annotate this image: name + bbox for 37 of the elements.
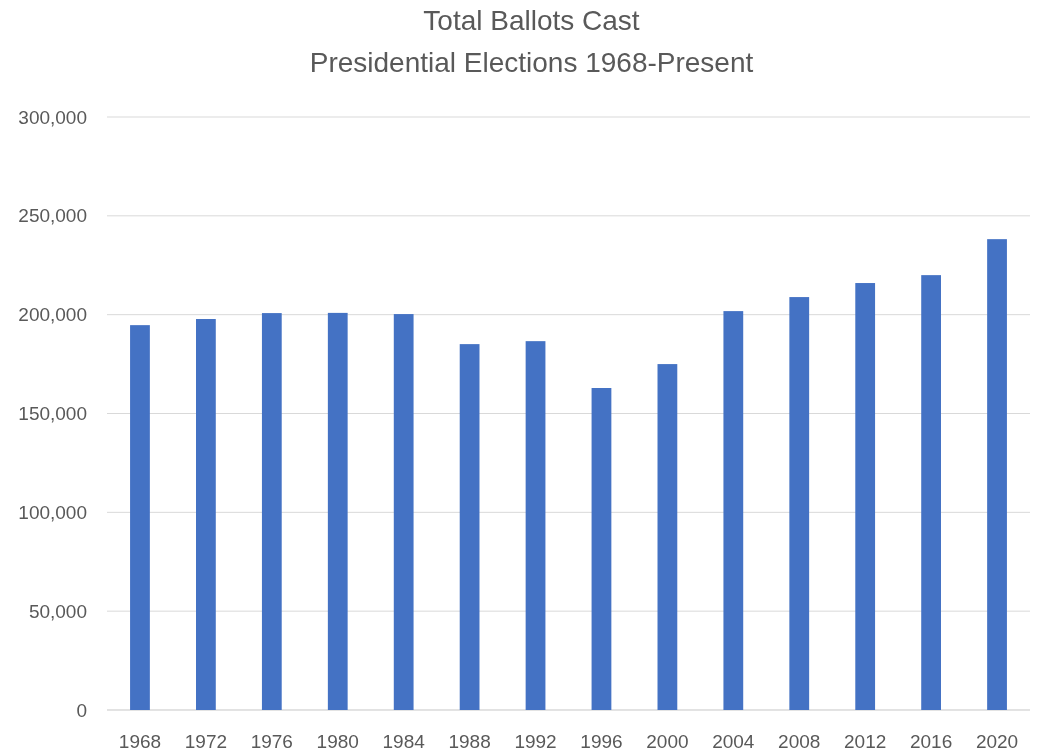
- x-tick-label: 2008: [778, 731, 821, 752]
- chart-title: Total Ballots Cast: [423, 5, 640, 36]
- x-tick-label: 1988: [448, 731, 491, 752]
- y-tick-label: 300,000: [18, 106, 87, 128]
- x-tick-label: 1984: [382, 731, 426, 752]
- bar: [723, 311, 744, 710]
- y-tick-label: 0: [76, 699, 87, 721]
- bar: [855, 283, 876, 710]
- x-tick-label: 1968: [118, 731, 162, 752]
- y-tick-label: 100,000: [18, 501, 87, 523]
- bar: [789, 297, 810, 710]
- bar: [393, 314, 414, 710]
- bar: [987, 239, 1007, 710]
- chart-subtitle: Presidential Elections 1968-Present: [309, 47, 754, 78]
- x-tick-label: 2020: [975, 731, 1019, 752]
- bar: [261, 313, 282, 710]
- x-tick-label: 1996: [580, 731, 623, 752]
- x-tick-label: 1980: [316, 731, 359, 752]
- bar: [921, 275, 941, 710]
- x-tick-label: 1972: [184, 731, 228, 752]
- x-tick-label: 2016: [909, 731, 953, 752]
- x-tick-label: 2004: [712, 731, 755, 752]
- x-tick-label: 2000: [646, 731, 689, 752]
- x-tick-label: 2012: [844, 731, 887, 752]
- y-tick-label: 250,000: [18, 205, 87, 227]
- bar: [459, 344, 480, 710]
- bar: [525, 341, 546, 710]
- y-tick-label: 200,000: [18, 304, 87, 326]
- y-tick-label: 150,000: [18, 403, 87, 425]
- bar: [130, 325, 150, 710]
- x-tick-label: 1976: [250, 731, 293, 752]
- bar: [591, 388, 612, 710]
- bar: [196, 319, 216, 710]
- x-tick-label: 1992: [514, 731, 557, 752]
- bar: [657, 364, 678, 710]
- bar: [327, 312, 348, 710]
- y-tick-label: 50,000: [28, 600, 87, 622]
